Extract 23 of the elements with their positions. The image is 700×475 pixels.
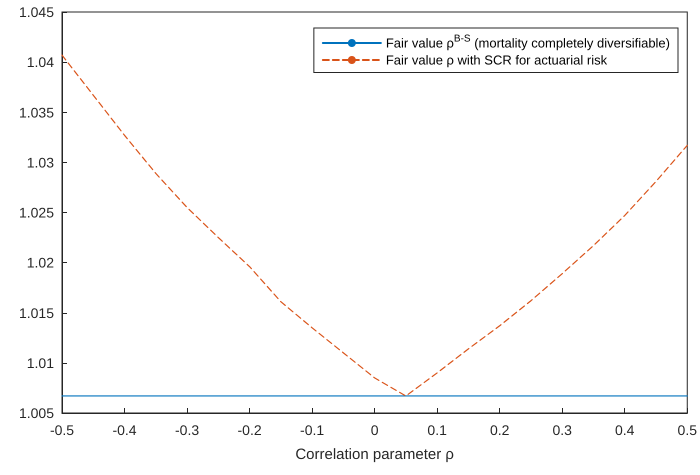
x-tick-label: 0.2 [490,422,510,438]
x-tick-label: 0.5 [678,422,698,438]
y-tick-label: 1.025 [18,204,54,220]
y-tick-label: 1.04 [26,54,54,70]
y-tick-label: 1.01 [26,354,54,371]
x-tick-label: -0.1 [300,422,324,438]
line-series [61,54,688,397]
x-tick-label: -0.4 [112,422,137,438]
x-tick-label: -0.2 [238,422,262,438]
x-tick-label: 0.1 [427,422,448,438]
y-tick-label: 1.03 [26,154,54,170]
x-axis-title: Correlation parameter ρ [295,446,454,463]
x-tick-label: -0.5 [50,422,74,438]
x-tick-label: 0 [370,422,379,438]
x-tick-label: -0.3 [174,422,200,438]
x-tick-label: 0.4 [615,422,635,438]
y-tick-label: 1.02 [26,254,54,271]
legend-label: Fair value ρ with SCR for actuarial risk [386,52,608,68]
y-tick-label: 1.015 [18,304,54,321]
y-tick-label: 1.045 [18,4,54,20]
y-tick-label: 1.005 [18,405,54,421]
x-tick-label: 0.3 [552,422,572,438]
y-tick-label: 1.035 [18,104,54,120]
